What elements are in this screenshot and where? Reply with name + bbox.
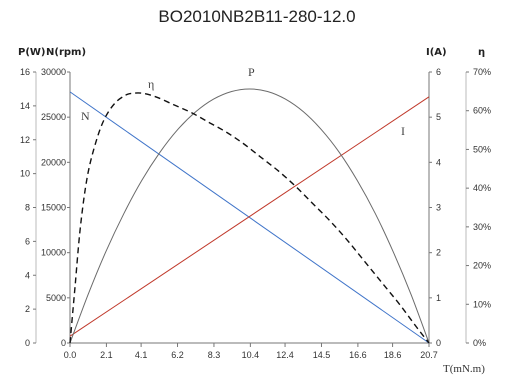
current-tick-label: 0 bbox=[436, 338, 441, 348]
x-axis-label: T(mN.m) bbox=[443, 363, 485, 375]
current-tick-label: 6 bbox=[436, 67, 441, 77]
speed-tick-label: 10000 bbox=[41, 248, 66, 258]
speed-tick-label: 5000 bbox=[46, 293, 66, 303]
power-axis-label: P(W) bbox=[18, 47, 46, 58]
power-tick-label: 0 bbox=[25, 338, 30, 348]
efficiency-tick-label: 10% bbox=[473, 299, 491, 309]
x-tick-label: 10.4 bbox=[242, 350, 260, 360]
efficiency-tick-label: 0% bbox=[473, 338, 486, 348]
power-tick-label: 8 bbox=[25, 203, 30, 213]
efficiency-tick-label: 30% bbox=[473, 222, 491, 232]
series-p-line bbox=[69, 88, 430, 344]
speed-tick-label: 30000 bbox=[41, 67, 66, 77]
current-tick-label: 3 bbox=[436, 203, 441, 213]
current-tick-label: 5 bbox=[436, 112, 441, 122]
series-label-n: N bbox=[81, 109, 90, 123]
current-axis-label: I(A) bbox=[426, 47, 447, 58]
x-tick-label: 16.6 bbox=[349, 350, 367, 360]
axes: P(W) N(rpm) I(A) η T(mN.m) 0.0 2.1 4.1 6.2 8… bbox=[18, 47, 491, 375]
power-tick-label: 16 bbox=[20, 67, 30, 77]
power-tick-label: 12 bbox=[20, 135, 30, 145]
series-i-line bbox=[69, 96, 430, 337]
current-tick-label: 4 bbox=[436, 157, 441, 167]
x-tick-label: 6.2 bbox=[171, 350, 184, 360]
efficiency-tick-label: 70% bbox=[473, 67, 491, 77]
x-tick-label: 4.1 bbox=[135, 350, 148, 360]
x-tick-label: 2.1 bbox=[100, 350, 113, 360]
power-tick-label: 10 bbox=[20, 169, 30, 179]
speed-tick-label: 25000 bbox=[41, 112, 66, 122]
current-tick-label: 1 bbox=[436, 293, 441, 303]
x-tick-label: 0.0 bbox=[64, 350, 77, 360]
x-tick-label: 18.6 bbox=[384, 350, 402, 360]
x-tick-label: 14.5 bbox=[313, 350, 331, 360]
power-tick-label: 2 bbox=[25, 304, 30, 314]
speed-axis-label: N(rpm) bbox=[46, 47, 86, 58]
series bbox=[69, 88, 430, 344]
efficiency-axis-label: η bbox=[478, 47, 485, 58]
efficiency-tick-label: 40% bbox=[473, 183, 491, 193]
power-tick-label: 4 bbox=[25, 270, 30, 280]
efficiency-tick-label: 50% bbox=[473, 144, 491, 154]
current-tick-label: 2 bbox=[436, 248, 441, 258]
x-tick-label: 8.3 bbox=[208, 350, 221, 360]
x-tick-label: 12.4 bbox=[276, 350, 294, 360]
chart-title: BO2010NB2B11-280-12.0 bbox=[158, 7, 355, 26]
series-labels: N I Pη bbox=[81, 65, 405, 138]
speed-tick-label: 20000 bbox=[41, 157, 66, 167]
power-tick-label: 6 bbox=[25, 236, 30, 246]
speed-tick-label: 15000 bbox=[41, 203, 66, 213]
series-label-p: P bbox=[248, 65, 255, 79]
series-n-line bbox=[69, 91, 430, 344]
series-label-efficiency: η bbox=[148, 77, 154, 91]
x-tick-label: 20.7 bbox=[420, 350, 438, 360]
efficiency-tick-label: 20% bbox=[473, 261, 491, 271]
power-tick-label: 14 bbox=[20, 101, 30, 111]
speed-tick-label: 0 bbox=[61, 338, 66, 348]
efficiency-tick-label: 60% bbox=[473, 106, 491, 116]
plot-area bbox=[33, 71, 469, 347]
series-label-i: I bbox=[401, 124, 405, 138]
